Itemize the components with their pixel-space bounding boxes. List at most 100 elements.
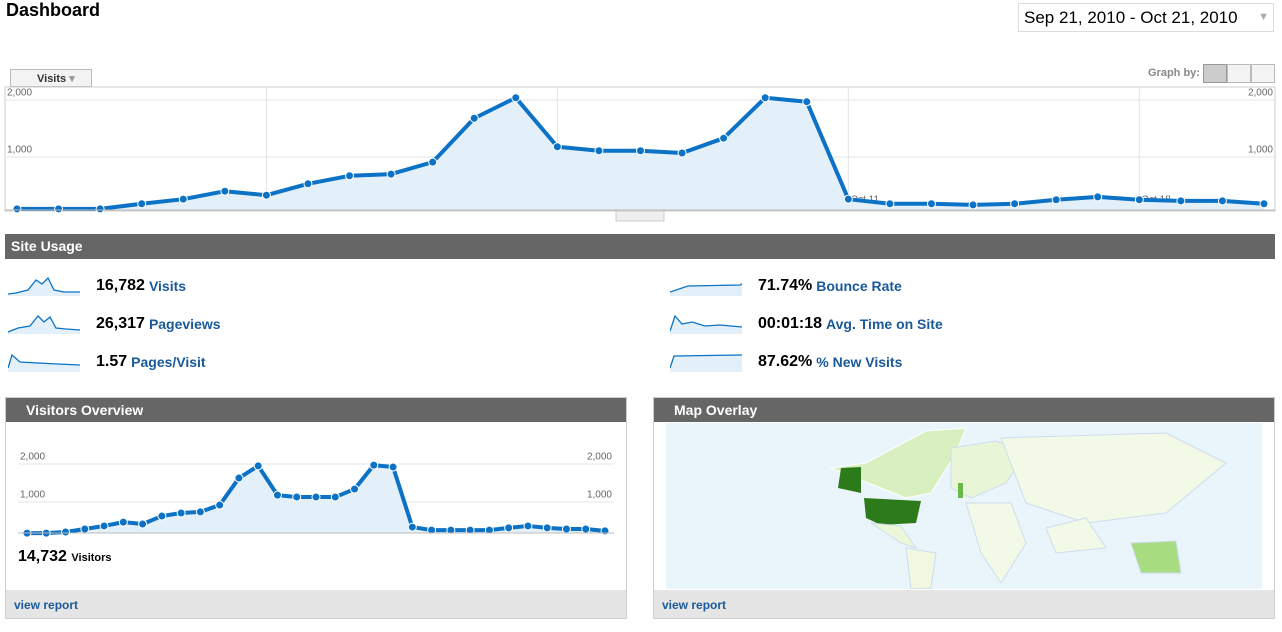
- point: [885, 199, 895, 209]
- point: [677, 148, 687, 158]
- point: [1259, 199, 1269, 209]
- metric-label[interactable]: Bounce Rate: [816, 278, 902, 294]
- graph-tab[interactable]: Visits ▾: [10, 69, 92, 87]
- point: [542, 523, 552, 533]
- point: [446, 525, 456, 535]
- metric-value: 26,317: [96, 315, 145, 332]
- metric-value: 71.74%: [758, 277, 813, 294]
- sparkline: [8, 315, 81, 334]
- point: [12, 204, 22, 214]
- visitor-count: 14,732: [18, 548, 67, 565]
- point: [99, 521, 109, 531]
- sparkline: [670, 354, 742, 372]
- metric: 71.74% Bounce Rate: [670, 274, 902, 298]
- metric-label[interactable]: Avg. Time on Site: [826, 316, 943, 332]
- point: [388, 462, 398, 472]
- metric-label[interactable]: Pages/Visit: [131, 354, 206, 370]
- y-tick-label: 2,000: [7, 88, 32, 99]
- point: [1093, 192, 1103, 202]
- view-report-link[interactable]: view report: [662, 598, 727, 612]
- point: [220, 186, 230, 196]
- y-tick-label: 2,000: [20, 452, 45, 463]
- point: [1010, 199, 1020, 209]
- metric-value: 1.57: [96, 353, 128, 370]
- point: [311, 492, 321, 502]
- point: [719, 133, 729, 143]
- metric: 16,782 Visits: [8, 274, 186, 298]
- metric-value: 16,782: [96, 277, 145, 294]
- visitor-label: Visitors: [71, 552, 112, 564]
- panel-title: Map Overlay: [654, 398, 1274, 422]
- point: [926, 199, 936, 209]
- metric-value: 00:01:18: [758, 315, 823, 332]
- date-range-text: Sep 21, 2010 - Oct 21, 2010: [1024, 8, 1238, 27]
- y-tick-label: 2,000: [587, 452, 612, 463]
- metric-label[interactable]: Pageviews: [148, 316, 221, 332]
- point: [1176, 196, 1186, 206]
- point: [54, 204, 64, 214]
- visitors-chart: 1,000 1,000 2,000 2,000: [18, 452, 614, 538]
- point: [428, 157, 438, 167]
- point: [345, 171, 355, 181]
- point: [760, 93, 770, 103]
- point: [427, 525, 437, 535]
- day-button[interactable]: [1203, 64, 1227, 83]
- metric-value: 87.62%: [758, 353, 813, 370]
- point: [561, 524, 571, 534]
- metric: 1.57 Pages/Visit: [8, 350, 206, 374]
- view-report-link[interactable]: view report: [14, 598, 79, 612]
- world-map: [666, 423, 1262, 589]
- metric: 87.62%% New Visits: [670, 350, 902, 374]
- point: [1217, 196, 1227, 206]
- point: [407, 522, 417, 532]
- point: [195, 507, 205, 517]
- metric: 00:01:18 Avg. Time on Site: [670, 312, 943, 336]
- point: [968, 200, 978, 210]
- graph-by-label: Graph by:: [1148, 67, 1200, 79]
- metric-label[interactable]: Visits: [148, 278, 187, 294]
- expand-handle[interactable]: [615, 210, 665, 222]
- metric-label[interactable]: % New Visits: [816, 354, 903, 370]
- visitors-panel: Visitors Overview 14,732 Visitors view r…: [5, 397, 627, 619]
- point: [843, 194, 853, 204]
- point: [137, 199, 147, 209]
- graph-tab-label: Visits: [37, 73, 67, 85]
- point: [594, 146, 604, 156]
- point: [157, 511, 167, 521]
- point: [469, 113, 479, 123]
- point: [1051, 195, 1061, 205]
- sparkline: [8, 276, 80, 296]
- visitor-total: 14,732 Visitors: [18, 548, 112, 566]
- site-usage-bar: Site Usage: [5, 234, 1275, 259]
- point: [330, 492, 340, 502]
- point: [386, 169, 396, 179]
- point: [581, 524, 591, 534]
- point: [95, 204, 105, 214]
- point: [1134, 195, 1144, 205]
- point: [61, 527, 71, 537]
- point: [636, 146, 645, 156]
- point: [484, 525, 494, 535]
- point: [176, 508, 186, 518]
- point: [292, 492, 302, 502]
- week-button[interactable]: [1227, 64, 1251, 83]
- point: [504, 523, 514, 533]
- y-tick-label: 1,000: [587, 490, 612, 501]
- point: [261, 190, 271, 200]
- page-title: Dashboard: [6, 0, 101, 20]
- point: [465, 525, 475, 535]
- y-tick-label: 1,000: [7, 145, 32, 156]
- point: [118, 517, 128, 527]
- y-tick-label: 2,000: [1248, 88, 1273, 99]
- point: [350, 484, 360, 494]
- metric: 26,317 Pageviews: [8, 312, 221, 336]
- month-button[interactable]: [1251, 64, 1275, 83]
- sparkline: [670, 314, 743, 334]
- panel-title: Visitors Overview: [6, 398, 626, 422]
- point: [138, 519, 148, 529]
- graph-by-buttons: [1203, 64, 1275, 83]
- date-range[interactable]: Sep 21, 2010 - Oct 21, 2010 ▼: [1018, 3, 1274, 32]
- point: [234, 473, 244, 483]
- point: [600, 526, 610, 536]
